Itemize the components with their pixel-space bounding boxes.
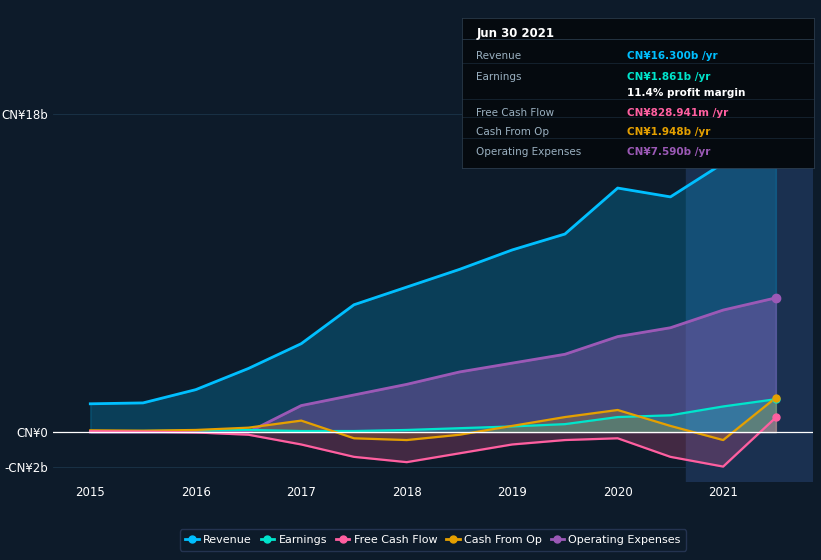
Text: Cash From Op: Cash From Op	[476, 128, 549, 137]
Text: Jun 30 2021: Jun 30 2021	[476, 27, 554, 40]
Text: Earnings: Earnings	[476, 72, 522, 82]
Text: Operating Expenses: Operating Expenses	[476, 147, 581, 157]
Legend: Revenue, Earnings, Free Cash Flow, Cash From Op, Operating Expenses: Revenue, Earnings, Free Cash Flow, Cash …	[180, 529, 686, 550]
Text: CN¥16.300b /yr: CN¥16.300b /yr	[627, 51, 718, 61]
Text: Free Cash Flow: Free Cash Flow	[476, 108, 554, 118]
Text: CN¥1.861b /yr: CN¥1.861b /yr	[627, 72, 711, 82]
Text: 11.4% profit margin: 11.4% profit margin	[627, 88, 745, 99]
Text: CN¥828.941m /yr: CN¥828.941m /yr	[627, 108, 728, 118]
Text: CN¥7.590b /yr: CN¥7.590b /yr	[627, 147, 711, 157]
Bar	[686, 78, 813, 482]
Text: CN¥1.948b /yr: CN¥1.948b /yr	[627, 128, 711, 137]
Text: Revenue: Revenue	[476, 51, 521, 61]
